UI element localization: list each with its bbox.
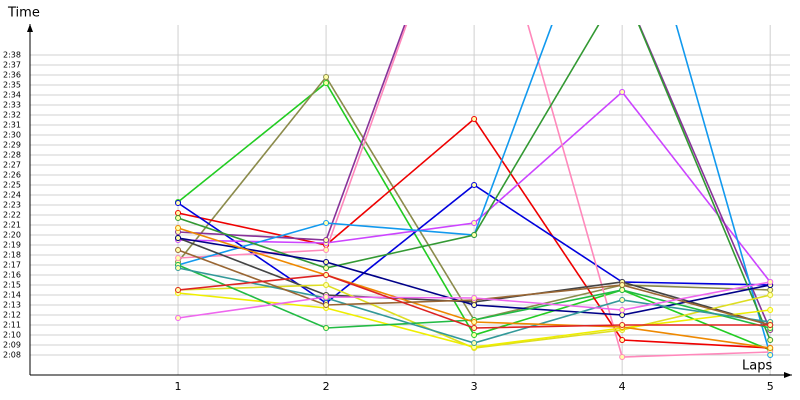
point	[175, 247, 182, 253]
y-tick-label: 2:35	[3, 81, 21, 90]
point	[323, 237, 330, 243]
point	[767, 287, 774, 293]
y-tick-label: 2:30	[3, 131, 21, 140]
x-tick-label: 1	[175, 380, 182, 393]
y-tick-label: 2:11	[3, 321, 21, 330]
point	[767, 345, 774, 351]
y-tick-label: 2:12	[3, 311, 21, 320]
point	[175, 200, 182, 206]
point	[175, 210, 182, 216]
y-tick-label: 2:37	[3, 61, 21, 70]
point	[471, 319, 478, 325]
point	[323, 265, 330, 271]
point	[471, 182, 478, 188]
point	[323, 302, 330, 308]
y-tick-label: 2:23	[3, 201, 21, 210]
y-tick-label: 2:20	[3, 231, 21, 240]
point	[767, 322, 774, 328]
y-tick-label: 2:17	[3, 261, 21, 270]
y-tick-label: 2:14	[3, 291, 21, 300]
point	[471, 340, 478, 346]
y-tick-label: 2:24	[3, 191, 21, 200]
plot-area	[175, 25, 774, 360]
y-tick-label: 2:34	[3, 91, 21, 100]
y-tick-label: 2:22	[3, 211, 21, 220]
x-tick-label: 5	[767, 380, 774, 393]
y-tick-label: 2:36	[3, 71, 21, 80]
point	[767, 292, 774, 298]
y-tick-label: 2:26	[3, 171, 21, 180]
point	[767, 337, 774, 343]
point	[323, 272, 330, 278]
point	[323, 247, 330, 253]
y-tick-label: 2:38	[3, 51, 21, 60]
point	[471, 232, 478, 238]
point	[471, 116, 478, 122]
point	[471, 332, 478, 338]
point	[619, 282, 626, 288]
x-tick-label: 3	[471, 380, 478, 393]
y-tick-label: 2:27	[3, 161, 21, 170]
y-tick-label: 2:18	[3, 251, 21, 260]
point	[767, 352, 774, 358]
x-tick-label: 2	[323, 380, 330, 393]
point	[471, 302, 478, 308]
point	[175, 215, 182, 221]
point	[323, 294, 330, 300]
point	[175, 287, 182, 293]
point	[471, 220, 478, 226]
point	[619, 337, 626, 343]
point	[323, 325, 330, 331]
series-line	[177, 25, 771, 358]
point	[175, 255, 182, 261]
x-arrow	[784, 372, 792, 378]
point	[175, 315, 182, 321]
point	[619, 322, 626, 328]
y-tick-label: 2:32	[3, 111, 21, 120]
point	[323, 80, 330, 86]
y-tick-label: 2:09	[3, 341, 21, 350]
tick-labels: 2:082:092:102:112:122:132:142:152:162:17…	[3, 51, 774, 394]
point	[323, 282, 330, 288]
x-axis-label: Laps	[742, 359, 772, 374]
x-tick-label: 4	[619, 380, 626, 393]
point	[619, 89, 626, 95]
y-tick-label: 2:15	[3, 281, 21, 290]
point	[323, 74, 330, 80]
y-tick-label: 2:13	[3, 301, 21, 310]
y-tick-label: 2:33	[3, 101, 21, 110]
point	[619, 287, 626, 293]
y-tick-label: 2:19	[3, 241, 21, 250]
point	[767, 307, 774, 313]
y-tick-label: 2:28	[3, 151, 21, 160]
point	[323, 259, 330, 265]
point	[175, 225, 182, 231]
y-tick-label: 2:29	[3, 141, 21, 150]
y-arrow	[27, 24, 33, 32]
point	[471, 295, 478, 301]
y-tick-label: 2:21	[3, 221, 21, 230]
point	[619, 312, 626, 318]
y-tick-label: 2:25	[3, 181, 21, 190]
point	[175, 265, 182, 271]
point	[619, 307, 626, 313]
y-tick-label: 2:10	[3, 331, 21, 340]
y-tick-label: 2:08	[3, 351, 21, 360]
point	[619, 354, 626, 360]
point	[175, 235, 182, 241]
point	[323, 220, 330, 226]
point	[471, 325, 478, 331]
point	[767, 279, 774, 285]
point	[619, 297, 626, 303]
y-tick-label: 2:16	[3, 271, 21, 280]
y-tick-label: 2:31	[3, 121, 21, 130]
y-axis-label: Time	[7, 6, 40, 21]
